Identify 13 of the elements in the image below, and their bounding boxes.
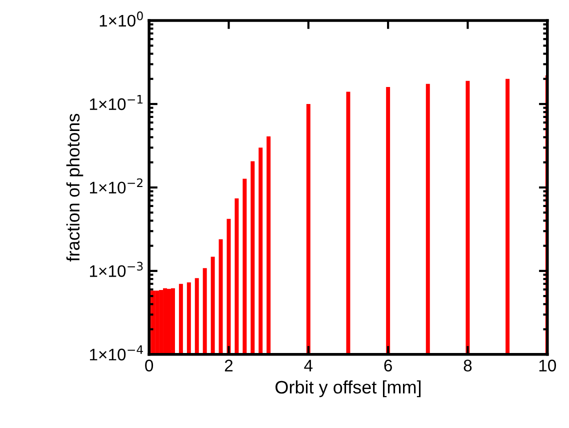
x-tick-label: 6 (384, 360, 392, 372)
y-tick-label: 1×10$^{−3}$ (90, 262, 143, 277)
x-tick-label: 8 (464, 360, 472, 372)
x-tick-label: 4 (304, 360, 313, 372)
x-tick-label: 2 (224, 360, 233, 372)
y-tick-label: 1×10$^{0}$ (100, 11, 143, 27)
x-tick-label: 0 (145, 360, 154, 372)
x-axis-title: Orbit y offset [mm] (276, 380, 421, 398)
y-axis-title: fraction of photons (66, 114, 84, 262)
y-tick-label: 1×10$^{−4}$ (90, 345, 143, 360)
x-tick-label: 10 (539, 360, 556, 372)
y-tick-label: 1×10$^{−2}$ (90, 178, 142, 194)
y-tick-label: 1×10$^{−1}$ (90, 95, 143, 110)
